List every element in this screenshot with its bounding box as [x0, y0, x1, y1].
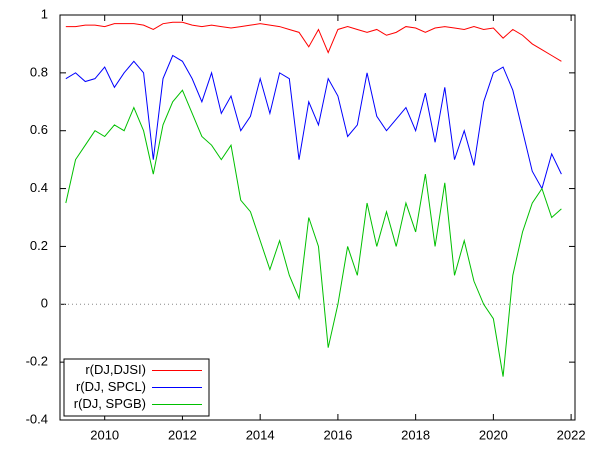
x-tick-label: 2014	[246, 427, 275, 442]
x-tick-label: 2016	[323, 427, 352, 442]
x-tick-label: 2010	[90, 427, 119, 442]
x-tick-label: 2018	[401, 427, 430, 442]
y-tick-label: -0.4	[26, 411, 48, 426]
legend-label: r(DJ,DJSI)	[85, 362, 146, 377]
y-tick-label: 0.2	[30, 238, 48, 253]
y-tick-label: 0	[41, 296, 48, 311]
y-tick-label: 0.8	[30, 64, 48, 79]
y-tick-label: 1	[41, 6, 48, 21]
plot-frame	[59, 14, 576, 421]
series-line	[65, 54, 562, 190]
y-tick-label: -0.2	[26, 354, 48, 369]
legend-label: r(DJ, SPCL)	[76, 379, 146, 394]
series-line	[65, 21, 562, 62]
series-line	[65, 89, 562, 377]
x-tick-label: 2020	[479, 427, 508, 442]
x-tick-label: 2012	[168, 427, 197, 442]
legend-label: r(DJ, SPGB)	[74, 396, 146, 411]
y-tick-label: 0.4	[30, 180, 48, 195]
x-tick-label: 2022	[557, 427, 586, 442]
y-tick-label: 0.6	[30, 122, 48, 137]
